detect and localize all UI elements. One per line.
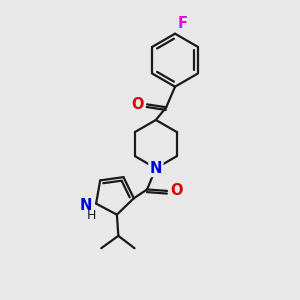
Text: N: N xyxy=(150,161,162,176)
Text: O: O xyxy=(171,183,183,198)
Text: O: O xyxy=(131,97,143,112)
Text: H: H xyxy=(87,209,96,223)
Text: N: N xyxy=(79,198,92,213)
Text: F: F xyxy=(177,16,188,31)
